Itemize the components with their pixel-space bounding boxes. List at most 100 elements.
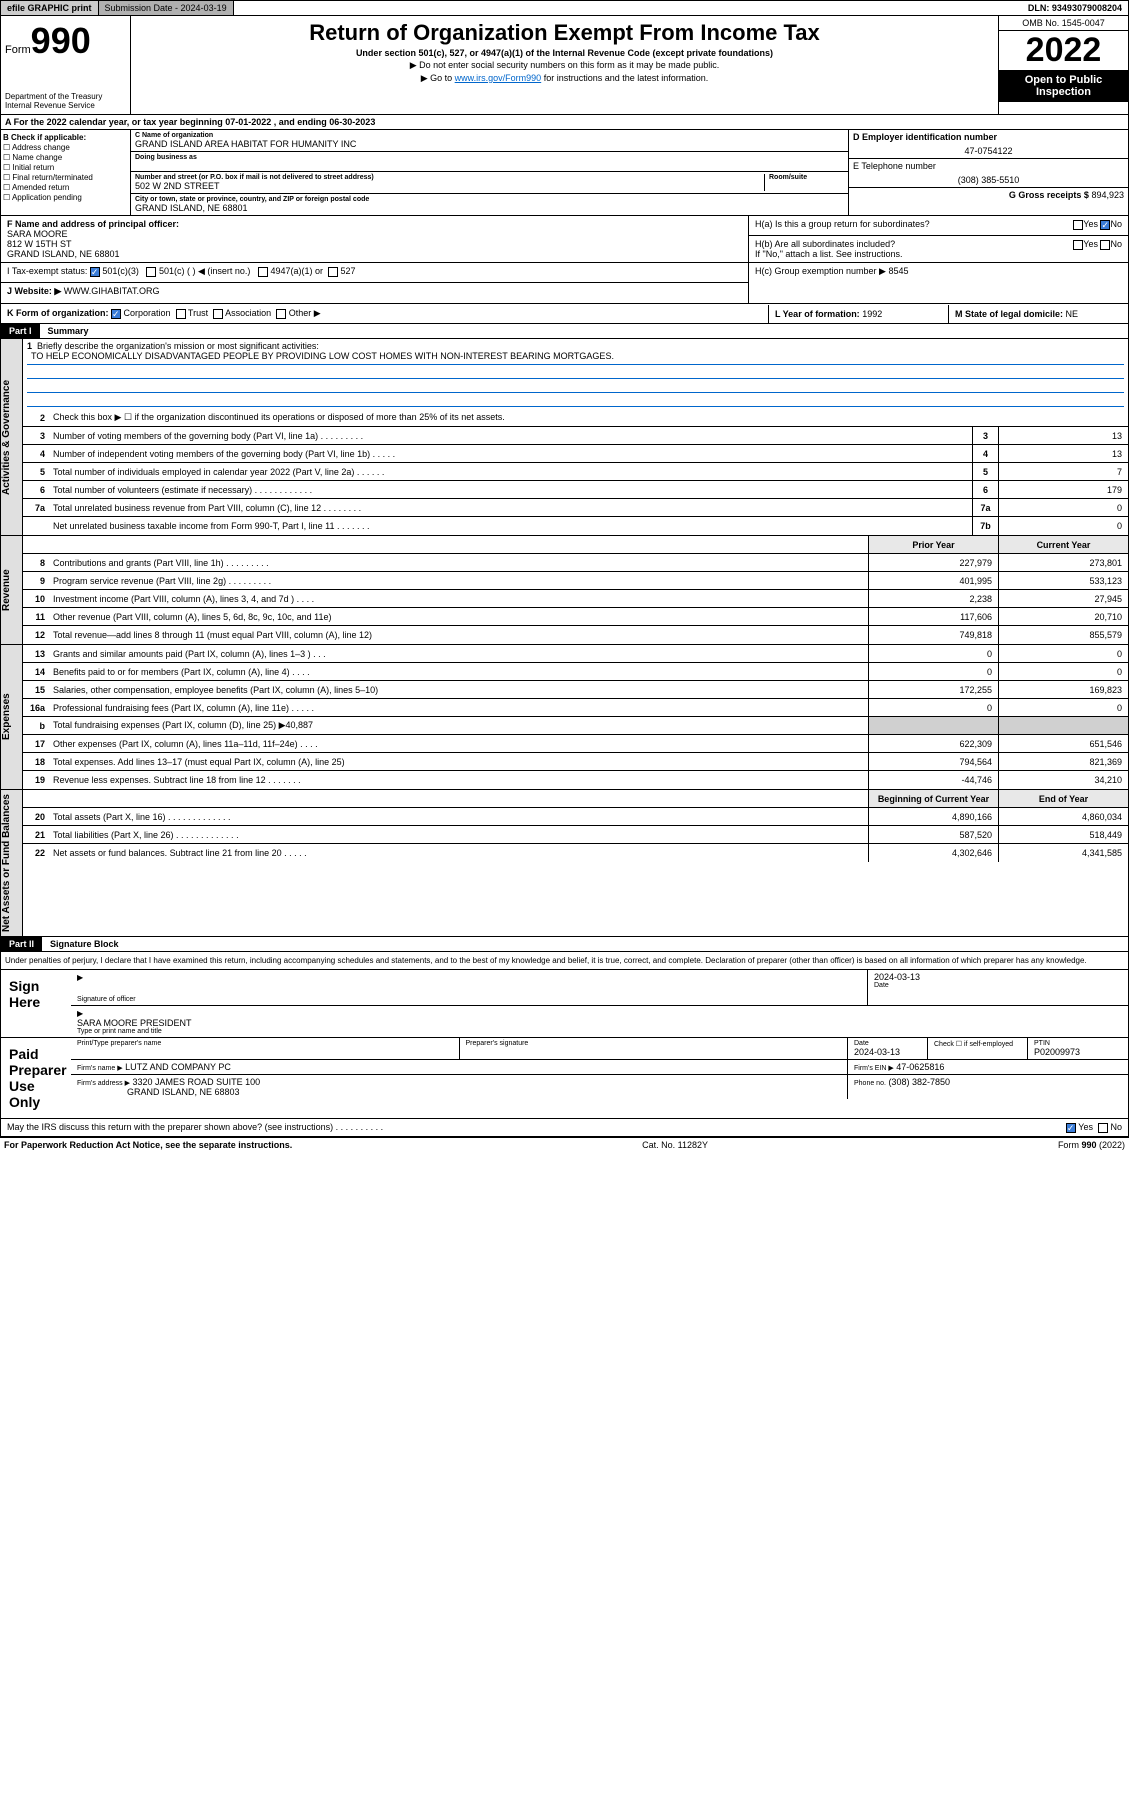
chk-final-return[interactable]: ☐ Final return/terminated [3, 173, 128, 182]
domicile-label: M State of legal domicile: [955, 309, 1063, 319]
tax-status-label: I Tax-exempt status: [7, 266, 87, 276]
chk-amended[interactable]: ☐ Amended return [3, 183, 128, 192]
mission-blank-3 [27, 393, 1124, 407]
discuss-yes: Yes [1078, 1122, 1093, 1132]
chk-discuss-no[interactable] [1098, 1123, 1108, 1133]
vtab-governance: Activities & Governance [1, 339, 23, 535]
gov-row: Net unrelated business taxable income fr… [23, 517, 1128, 535]
form-title: Return of Organization Exempt From Incom… [135, 20, 994, 46]
signature-disclaimer: Under penalties of perjury, I declare th… [0, 952, 1129, 970]
website-url[interactable]: WWW.GIHABITAT.ORG [64, 286, 160, 296]
chk-address-change[interactable]: ☐ Address change [3, 143, 128, 152]
hb-label: H(b) Are all subordinates included? [755, 239, 895, 249]
col-c-org-info: C Name of organization GRAND ISLAND AREA… [131, 130, 848, 215]
chk-501c3[interactable] [90, 267, 100, 277]
chk-corporation[interactable] [111, 309, 121, 319]
part2-title: Signature Block [42, 937, 127, 951]
chk-hb-no[interactable] [1100, 240, 1110, 250]
form-header: Form990 Department of the Treasury Inter… [0, 16, 1129, 115]
row-hb: H(b) Are all subordinates included? Yes … [749, 236, 1128, 263]
chk-initial-return[interactable]: ☐ Initial return [3, 163, 128, 172]
ptin-label: PTIN [1034, 1040, 1122, 1047]
prep-sig-label: Preparer's signature [466, 1040, 842, 1047]
sign-here-label: Sign Here [1, 970, 71, 1037]
data-row: 8 Contributions and grants (Part VIII, l… [23, 554, 1128, 572]
part1-badge: Part I [1, 324, 40, 338]
data-row: 14 Benefits paid to or for members (Part… [23, 663, 1128, 681]
na-hdr-txt [49, 797, 868, 801]
org-name: GRAND ISLAND AREA HABITAT FOR HUMANITY I… [135, 139, 844, 149]
col-de: D Employer identification number 47-0754… [848, 130, 1128, 215]
officer-signature-line[interactable] [77, 982, 861, 996]
efile-print-button[interactable]: efile GRAPHIC print [1, 1, 99, 15]
chk-trust[interactable] [176, 309, 186, 319]
revenue-header: Prior Year Current Year [23, 536, 1128, 554]
data-row: 20 Total assets (Part X, line 16) . . . … [23, 808, 1128, 826]
row-i-tax-status: I Tax-exempt status: 501(c)(3) 501(c) ( … [1, 263, 748, 283]
irs-link[interactable]: www.irs.gov/Form990 [455, 73, 542, 83]
dba-label: Doing business as [135, 154, 844, 161]
chk-hb-yes[interactable] [1073, 240, 1083, 250]
room-label: Room/suite [769, 174, 844, 181]
data-row: 9 Program service revenue (Part VIII, li… [23, 572, 1128, 590]
preparer-label: Paid Preparer Use Only [1, 1038, 71, 1118]
tax-year: 2022 [999, 31, 1128, 70]
col-b-header: B Check if applicable: [3, 133, 128, 142]
data-row: 15 Salaries, other compensation, employe… [23, 681, 1128, 699]
data-row: 11 Other revenue (Part VIII, column (A),… [23, 608, 1128, 626]
chk-discuss-yes[interactable] [1066, 1123, 1076, 1133]
prior-year-hdr: Prior Year [868, 536, 998, 553]
org-form-label: K Form of organization: [7, 308, 109, 318]
hb-yes: Yes [1083, 239, 1098, 249]
opt-4947: 4947(a)(1) or [270, 266, 323, 276]
row-ha: H(a) Is this a group return for subordin… [749, 216, 1128, 236]
part1-header: Part I Summary [0, 324, 1129, 339]
omb-number: OMB No. 1545-0047 [999, 16, 1128, 31]
sign-here-block: Sign Here Signature of officer 2024-03-1… [0, 970, 1129, 1038]
row-hc: H(c) Group exemption number ▶ 8545 [749, 263, 1128, 283]
row-f-officer: F Name and address of principal officer:… [1, 216, 748, 263]
gov-row: 4 Number of independent voting members o… [23, 445, 1128, 463]
chk-other[interactable] [276, 309, 286, 319]
row-k-l-m: K Form of organization: Corporation Trus… [0, 304, 1129, 324]
city-state-zip: GRAND ISLAND, NE 68801 [135, 203, 844, 213]
data-row: 18 Total expenses. Add lines 13–17 (must… [23, 753, 1128, 771]
printed-name-label: Type or print name and title [77, 1028, 1122, 1035]
firm-phone: (308) 382-7850 [888, 1077, 950, 1087]
form-prefix: Form [5, 44, 31, 56]
chk-name-change[interactable]: ☐ Name change [3, 153, 128, 162]
chk-501c[interactable] [146, 267, 156, 277]
chk-ha-yes[interactable] [1073, 220, 1083, 230]
sub3-pre: ▶ Go to [421, 73, 455, 83]
ha-no: No [1110, 219, 1122, 229]
chk-ha-no[interactable] [1100, 220, 1110, 230]
opt-assoc: Association [225, 308, 271, 318]
discuss-text: May the IRS discuss this return with the… [7, 1122, 383, 1132]
ein: 47-0754122 [853, 146, 1124, 156]
sig-date-label: Date [874, 982, 1122, 989]
chk-4947[interactable] [258, 267, 268, 277]
data-row: 12 Total revenue—add lines 8 through 11 … [23, 626, 1128, 644]
officer-addr2: GRAND ISLAND, NE 68801 [7, 249, 120, 259]
gross-receipts-label: G Gross receipts $ [1009, 190, 1089, 200]
lower-grid: F Name and address of principal officer:… [0, 216, 1129, 304]
data-row: 22 Net assets or fund balances. Subtract… [23, 844, 1128, 862]
year-formation: 1992 [862, 309, 882, 319]
revenue-section: Revenue Prior Year Current Year 8 Contri… [0, 536, 1129, 645]
firm-ein-label: Firm's EIN ▶ [854, 1065, 894, 1072]
sub3-post: for instructions and the latest informat… [541, 73, 708, 83]
firm-addr-label: Firm's address ▶ [77, 1080, 130, 1087]
dln: DLN: 93493079008204 [1022, 1, 1128, 15]
firm-ein: 47-0625816 [896, 1062, 944, 1072]
footer-left: For Paperwork Reduction Act Notice, see … [4, 1140, 292, 1150]
gov-row: 7a Total unrelated business revenue from… [23, 499, 1128, 517]
chk-527[interactable] [328, 267, 338, 277]
prep-self-employed[interactable]: Check ☐ if self-employed [928, 1038, 1028, 1059]
section-a-tax-year: A For the 2022 calendar year, or tax yea… [0, 115, 1129, 130]
chk-application-pending[interactable]: ☐ Application pending [3, 193, 128, 202]
chk-assoc[interactable] [213, 309, 223, 319]
footer-mid: Cat. No. 11282Y [642, 1140, 708, 1150]
end-year-hdr: End of Year [998, 790, 1128, 807]
subtitle-3: ▶ Go to www.irs.gov/Form990 for instruct… [135, 73, 994, 84]
row-j-website: J Website: ▶ WWW.GIHABITAT.ORG [1, 283, 748, 303]
